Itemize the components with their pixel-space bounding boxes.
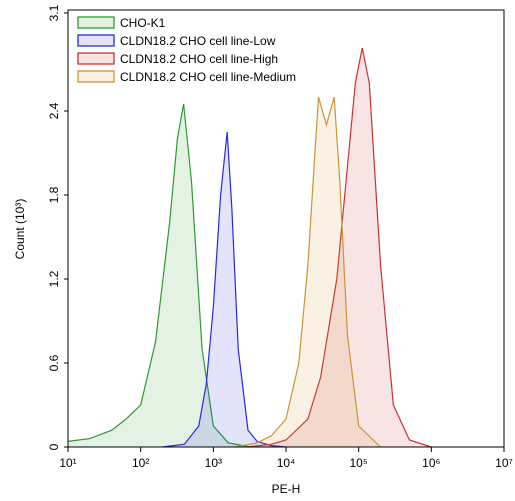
y-tick-label: 1.8 xyxy=(47,186,61,203)
histogram-area xyxy=(248,48,432,447)
x-tick-label: 10³ xyxy=(205,456,222,470)
histogram-line xyxy=(247,47,432,448)
legend-label: CLDN18.2 CHO cell line-High xyxy=(120,52,278,66)
x-axis-label: PE-H xyxy=(272,482,301,496)
x-tick-label: 10¹ xyxy=(59,456,76,470)
legend-label: CLDN18.2 CHO cell line-Medium xyxy=(120,70,296,84)
y-tick-label: 2.4 xyxy=(47,102,61,119)
x-tick-label: 10⁶ xyxy=(422,456,440,470)
legend-label: CLDN18.2 CHO cell line-Low xyxy=(120,34,276,48)
histogram-area xyxy=(68,104,251,447)
legend-label: CHO-K1 xyxy=(120,16,166,30)
y-tick-label: 3.1 xyxy=(47,4,61,21)
histogram-line xyxy=(162,131,287,448)
histogram-area xyxy=(235,97,381,447)
histogram-line xyxy=(235,96,381,448)
legend-swatch xyxy=(77,16,115,29)
y-tick-label: 0.6 xyxy=(47,354,61,371)
y-axis-label: Count (10³) xyxy=(13,199,27,260)
histogram-line xyxy=(67,103,251,448)
legend-swatch xyxy=(77,34,115,47)
x-tick-label: 10⁴ xyxy=(277,456,296,470)
legend-swatch xyxy=(77,70,115,83)
x-tick-label: 10⁷ xyxy=(495,456,513,470)
y-tick-label: 1.2 xyxy=(47,270,61,287)
x-tick-label: 10⁵ xyxy=(350,456,368,470)
legend-swatch xyxy=(77,52,115,65)
histogram-area xyxy=(162,132,286,447)
x-tick-label: 10² xyxy=(132,456,149,470)
y-tick-label: 0 xyxy=(47,443,61,450)
